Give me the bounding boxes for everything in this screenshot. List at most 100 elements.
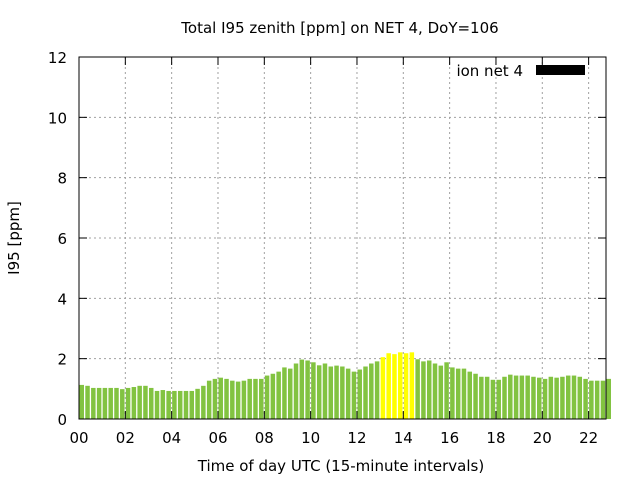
- bar: [380, 357, 386, 419]
- y-tick-label: 2: [57, 351, 67, 369]
- y-tick-label: 8: [57, 170, 67, 188]
- bar: [450, 367, 455, 419]
- bar: [386, 353, 391, 419]
- bar: [455, 368, 461, 419]
- bar: [160, 390, 166, 419]
- y-tick-label: 12: [48, 49, 67, 67]
- bar: [264, 375, 270, 419]
- bar: [183, 390, 189, 419]
- y-tick-label: 0: [57, 411, 67, 429]
- bar: [79, 384, 84, 419]
- bar: [461, 368, 467, 419]
- bar: [201, 385, 206, 419]
- bar: [259, 378, 264, 419]
- bar: [415, 359, 420, 419]
- bar: [560, 376, 565, 419]
- bar: [531, 376, 536, 419]
- bar: [328, 366, 334, 419]
- bar: [224, 378, 229, 419]
- bar: [322, 363, 328, 419]
- bar: [177, 390, 183, 419]
- bar: [235, 381, 241, 419]
- bar: [473, 373, 478, 419]
- bar: [502, 376, 507, 419]
- bar: [583, 378, 588, 419]
- bar: [571, 375, 577, 419]
- bar: [166, 390, 171, 419]
- bar: [91, 387, 96, 419]
- bar: [172, 390, 177, 419]
- bar: [143, 385, 148, 419]
- bar: [577, 376, 583, 419]
- bar: [409, 352, 415, 419]
- bar: [432, 363, 438, 419]
- bar: [85, 385, 90, 419]
- bar: [131, 387, 137, 419]
- x-tick-label: 10: [301, 429, 320, 447]
- y-axis-label: I95 [ppm]: [5, 201, 23, 275]
- bar: [316, 365, 322, 419]
- bar: [125, 387, 131, 419]
- bar: [467, 371, 473, 419]
- bar: [444, 362, 449, 419]
- bar: [351, 371, 357, 419]
- bar: [102, 387, 108, 419]
- bar: [253, 378, 258, 419]
- x-tick-label: 02: [116, 429, 135, 447]
- bar: [426, 360, 432, 419]
- x-tick-label: 20: [533, 429, 552, 447]
- bar: [600, 380, 606, 419]
- bar: [154, 390, 160, 419]
- legend: ion net 4: [456, 62, 585, 80]
- bar: [484, 376, 490, 419]
- bar: [247, 378, 252, 419]
- bar: [542, 378, 548, 419]
- bar: [513, 375, 519, 419]
- bar: [212, 378, 218, 419]
- x-tick-label: 16: [440, 429, 459, 447]
- bar: [340, 366, 345, 419]
- x-tick-label: 00: [69, 429, 88, 447]
- bar: [565, 375, 571, 419]
- bar: [369, 363, 374, 419]
- x-tick-label: 06: [208, 429, 227, 447]
- bar: [519, 375, 525, 419]
- bar: [525, 375, 530, 419]
- bar: [438, 365, 444, 419]
- chart-title: Total I95 zenith [ppm] on NET 4, DoY=106: [180, 19, 498, 37]
- bar: [479, 376, 484, 419]
- bar: [537, 377, 542, 419]
- bar: [148, 387, 154, 419]
- plot-frame: [78, 56, 607, 420]
- legend-label: ion net 4: [456, 62, 523, 80]
- grid: [79, 57, 606, 419]
- bar: [398, 352, 403, 419]
- bar: [594, 380, 600, 419]
- bar: [490, 379, 496, 419]
- bar: [548, 376, 554, 419]
- bar: [108, 387, 113, 419]
- x-tick-label: 12: [347, 429, 366, 447]
- bar: [345, 368, 351, 419]
- bar: [276, 371, 281, 419]
- y-tick-label: 4: [57, 290, 67, 308]
- x-tick-label: 22: [579, 429, 598, 447]
- bar: [334, 365, 339, 419]
- bar: [508, 374, 513, 419]
- bar: [589, 380, 594, 419]
- bar: [357, 369, 362, 419]
- bar: [374, 361, 380, 419]
- bar: [206, 380, 212, 419]
- bar: [311, 362, 316, 419]
- bar: [305, 360, 310, 419]
- y-tick-label: 6: [57, 230, 67, 248]
- bar: [421, 361, 426, 419]
- y-tick-label: 10: [48, 109, 67, 127]
- bar: [230, 380, 235, 419]
- x-tick-label: 04: [162, 429, 181, 447]
- x-tick-label: 14: [394, 429, 413, 447]
- bar: [270, 373, 276, 419]
- bar: [218, 377, 223, 419]
